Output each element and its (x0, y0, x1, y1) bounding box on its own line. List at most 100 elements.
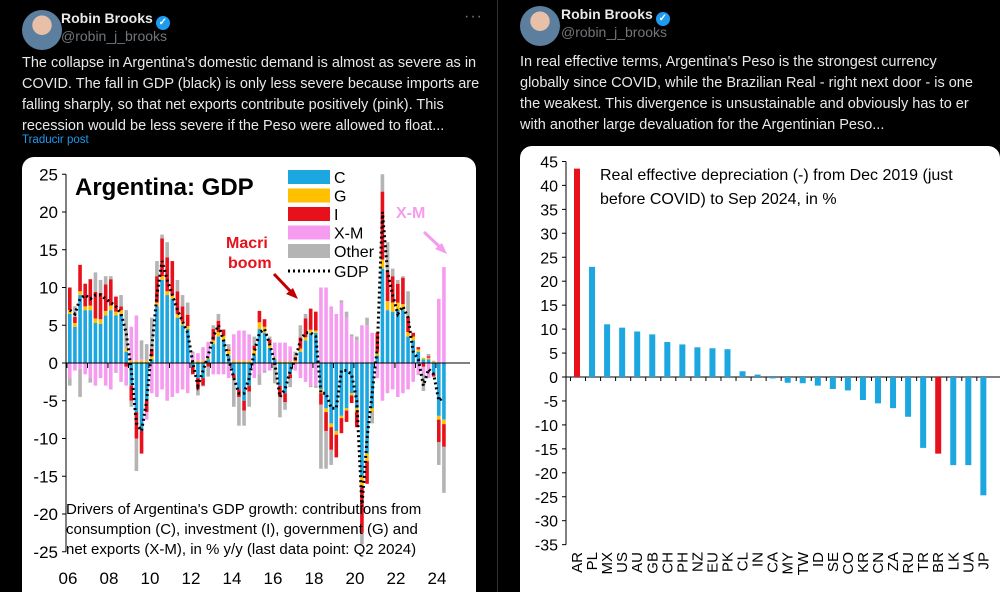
bar-xm (114, 363, 118, 373)
bar-i (267, 339, 272, 344)
bar-c (98, 323, 103, 363)
chart-title: Argentina: GDP (75, 174, 254, 201)
bar-c (442, 363, 446, 420)
chart-title: Real effective depreciation (-) from Dec… (600, 167, 953, 184)
bar-c (319, 363, 323, 390)
bar-g (426, 357, 431, 360)
bar-ru (905, 377, 912, 417)
bar-other (442, 446, 446, 493)
bar-i (401, 277, 405, 305)
bar-other (283, 402, 287, 410)
bar-c (165, 295, 169, 363)
legend-swatch-i (288, 207, 330, 221)
bar-i (160, 238, 164, 277)
bar-other (150, 317, 154, 349)
bar-c (360, 363, 364, 477)
bar-i (319, 393, 323, 405)
bar-i (78, 264, 82, 292)
x-tick-label: TW (795, 551, 812, 575)
bar-c (406, 336, 410, 363)
bar-in (754, 374, 761, 377)
bar-g (396, 302, 400, 311)
bar-c (170, 298, 175, 363)
bar-xm (155, 363, 159, 397)
legend-swatch-g (288, 188, 330, 203)
legend-label: X-M (334, 226, 363, 243)
bar-c (160, 279, 164, 363)
bar-c (308, 332, 313, 363)
bar-g (144, 360, 149, 363)
bar-xm (396, 363, 400, 397)
bar-ua (965, 377, 972, 466)
author-name[interactable]: Robin Brooks ✓ (561, 6, 670, 26)
bar-xm (216, 363, 221, 375)
bar-other (355, 336, 359, 341)
bar-i (360, 487, 364, 533)
bar-c (68, 313, 72, 363)
bar-other (344, 311, 349, 318)
bar-xm (129, 326, 134, 361)
bar-c (109, 310, 113, 363)
bar-xm (73, 363, 77, 371)
bar-g (390, 302, 395, 312)
bar-other (349, 334, 354, 337)
bar-xm (365, 325, 369, 363)
bar-g (68, 310, 72, 314)
bar-xm (242, 330, 246, 361)
bar-other (232, 378, 236, 407)
reer-chart-image[interactable]: 45 40 35 30 25 20 15 10 5 0 -5 -10 -15 -20 -25 -30 -35 AR… (520, 146, 1000, 592)
bar-other (206, 366, 210, 377)
bar-g (267, 343, 272, 348)
bar-i (252, 345, 257, 350)
bar-c (324, 363, 328, 409)
bar-g (385, 301, 390, 311)
y-tick-label: 40 (540, 178, 558, 195)
translate-post-link[interactable]: Traducir post (22, 134, 89, 146)
avatar[interactable] (22, 10, 62, 50)
x-tick-label: 08 (100, 569, 119, 588)
bar-xm (288, 346, 292, 362)
bar-other (267, 336, 272, 340)
bar-xm (206, 341, 210, 357)
bar-g (150, 356, 154, 360)
avatar[interactable] (520, 6, 560, 46)
x-tick-label: PK (720, 552, 737, 572)
bar-se (829, 377, 836, 389)
bar-xm (283, 342, 287, 362)
bar-other (396, 279, 400, 284)
x-tick-label: CL (735, 552, 752, 571)
author-name[interactable]: Robin Brooks ✓ (61, 10, 170, 30)
y-tick-label: -5 (43, 392, 58, 411)
author-handle[interactable]: @robin_j_brooks (61, 28, 168, 44)
bar-xm (375, 363, 380, 379)
bar-c (385, 310, 390, 363)
bar-xm (442, 267, 446, 363)
bar-c (370, 363, 374, 409)
more-options-icon[interactable]: ··· (464, 8, 483, 25)
xm-arrowhead-icon (435, 243, 447, 254)
x-tick-label: NZ (689, 552, 706, 572)
gdp-chart-image[interactable]: 25 20 15 10 5 0 -5 -10 -15 -20 -25 06 08 10 12 14 16 18 20… (22, 157, 476, 592)
bar-c (88, 310, 93, 363)
y-tick-label: -10 (535, 418, 558, 435)
x-tick-label: ID (810, 552, 827, 567)
bar-c (401, 310, 405, 363)
bar-xm (150, 363, 154, 394)
tweet-line: globally since COVID, while the Brazilia… (520, 75, 973, 91)
bar-i (396, 283, 400, 303)
bar-i (303, 318, 308, 338)
bar-i (88, 279, 93, 306)
bar-i (119, 306, 123, 311)
bar-xm (134, 315, 139, 361)
bar-i (242, 400, 246, 411)
bar-i (298, 337, 303, 349)
chart-footnote: net exports (X-M), in % y/y (last data p… (66, 541, 416, 558)
bar-other (319, 404, 323, 469)
x-tick-label: 12 (182, 569, 201, 588)
bar-i (83, 283, 87, 307)
x-tick-label: GB (644, 552, 661, 574)
x-tick-label: 14 (223, 569, 242, 588)
x-tick-label: 20 (346, 569, 365, 588)
author-handle[interactable]: @robin_j_brooks (561, 24, 668, 40)
bar-xm (293, 363, 298, 371)
